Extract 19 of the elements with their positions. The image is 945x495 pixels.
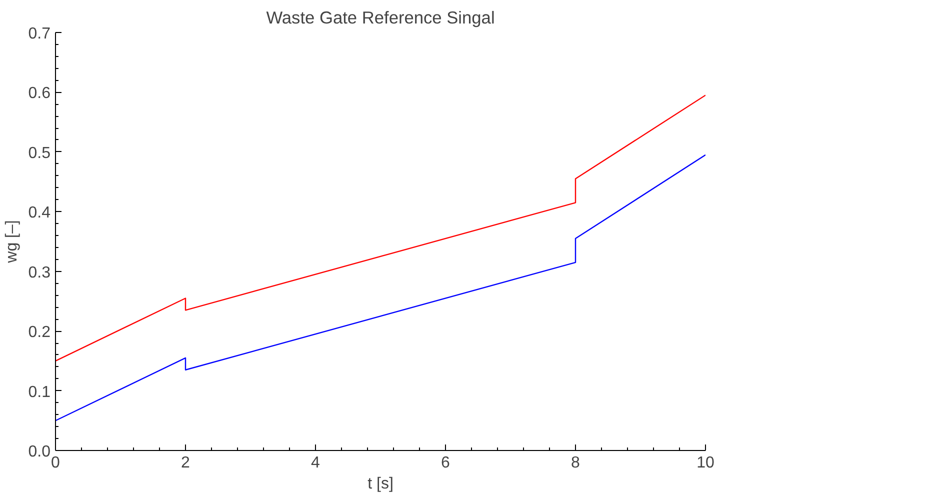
y-tick-label: 0.1	[28, 384, 51, 401]
y-tick-label: 0.6	[28, 85, 51, 102]
x-tick-label: 6	[441, 454, 450, 472]
y-tick-label: 0.3	[28, 264, 51, 282]
x-tick-label: 0	[51, 454, 60, 472]
line-series	[56, 94, 706, 362]
x-tick-label: 8	[571, 454, 580, 472]
x-tick-label: 10	[696, 454, 714, 472]
x-axis-title: t [s]	[368, 476, 394, 492]
x-tick-label: 2	[181, 454, 190, 472]
y-tick-label: 0.0	[28, 444, 51, 460]
y-tick-label: 0.5	[28, 144, 51, 162]
chart-title: Waste Gate Reference Singal	[266, 8, 495, 28]
y-tick-label: 0.4	[28, 204, 51, 222]
x-tick-label: 4	[311, 454, 320, 472]
line-series	[56, 154, 706, 422]
y-tick-label: 0.7	[28, 26, 51, 42]
y-tick-label: 0.2	[28, 324, 51, 342]
y-axis-title: wg [–]	[3, 220, 20, 264]
